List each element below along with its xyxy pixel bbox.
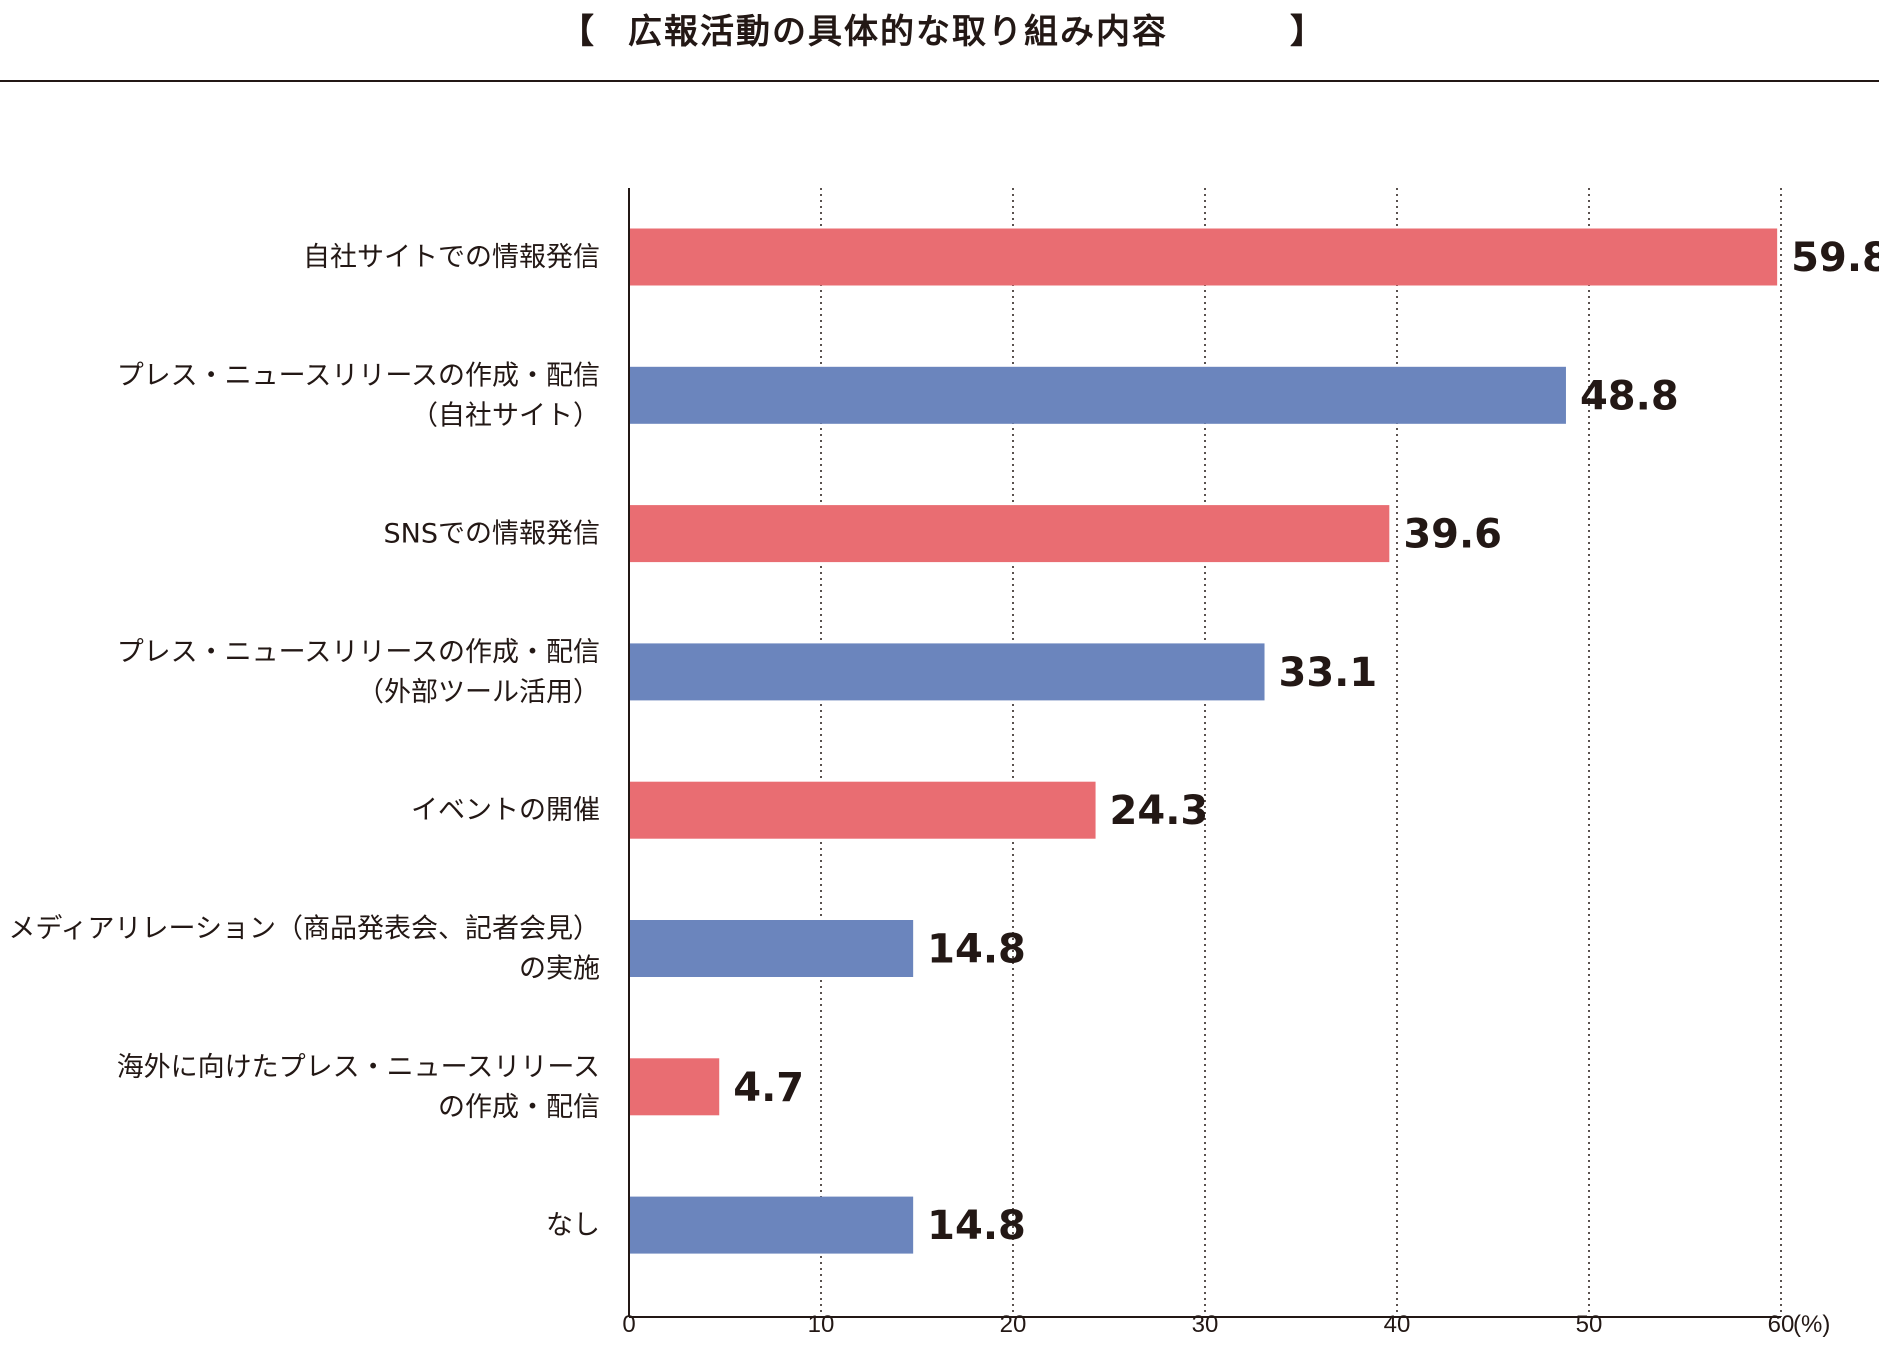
category-label: 海外に向けたプレス・ニュースリリース bbox=[117, 1052, 600, 1083]
value-label: 39.6 bbox=[1403, 512, 1502, 558]
value-label: 48.8 bbox=[1580, 373, 1679, 419]
category-label: プレス・ニュースリリースの作成・配信 bbox=[117, 637, 600, 668]
x-tick-label: 10 bbox=[808, 1311, 835, 1338]
value-label: 59.8 bbox=[1791, 235, 1879, 281]
bar bbox=[630, 1058, 720, 1116]
category-label: メディアリレーション（商品発表会、記者会見） bbox=[8, 914, 600, 945]
title-rule bbox=[0, 80, 1879, 82]
category-label: （自社サイト） bbox=[411, 400, 600, 431]
bar bbox=[630, 643, 1265, 701]
value-label: 4.7 bbox=[733, 1065, 804, 1111]
category-label: の作成・配信 bbox=[438, 1092, 600, 1123]
category-label: プレス・ニュースリリースの作成・配信 bbox=[117, 360, 600, 391]
x-tick-label: 0 bbox=[622, 1311, 635, 1338]
bar bbox=[630, 228, 1778, 286]
bar bbox=[630, 920, 914, 977]
chart-title: 【 広報活動の具体的な取り組み内容 】 bbox=[0, 0, 1879, 52]
x-tick-label: 30 bbox=[1192, 1311, 1219, 1338]
x-unit-label: (%) bbox=[1793, 1311, 1830, 1338]
category-label: SNSでの情報発信 bbox=[384, 519, 600, 550]
title-bracket-close: 】 bbox=[1290, 12, 1326, 52]
x-tick-label: 40 bbox=[1384, 1311, 1411, 1338]
title-bracket-open: 【 bbox=[560, 12, 596, 52]
value-label: 24.3 bbox=[1110, 788, 1209, 834]
title-text: 広報活動の具体的な取り組み内容 bbox=[628, 12, 1168, 52]
category-label: の実施 bbox=[519, 954, 600, 985]
category-label: なし bbox=[546, 1210, 600, 1241]
bar bbox=[630, 505, 1390, 563]
category-label: 自社サイトでの情報発信 bbox=[303, 242, 600, 273]
x-tick-label: 20 bbox=[1000, 1311, 1027, 1338]
x-tick-label: 60 bbox=[1768, 1311, 1795, 1338]
bar bbox=[630, 781, 1096, 839]
category-label: イベントの開催 bbox=[411, 795, 600, 826]
bar bbox=[630, 1196, 914, 1254]
category-label: （外部ツール活用） bbox=[357, 677, 600, 708]
value-label: 33.1 bbox=[1279, 650, 1378, 696]
value-label: 14.8 bbox=[927, 927, 1026, 973]
bar bbox=[630, 366, 1566, 424]
x-tick-label: 50 bbox=[1576, 1311, 1603, 1338]
value-label: 14.8 bbox=[927, 1203, 1026, 1249]
